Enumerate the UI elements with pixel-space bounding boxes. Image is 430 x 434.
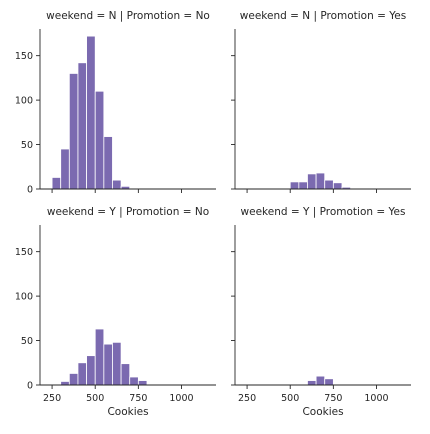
panel-title: weekend = N | Promotion = Yes	[240, 10, 406, 22]
y-tick-label: 0	[27, 381, 33, 392]
histogram-bar	[103, 343, 113, 386]
histogram-bar	[60, 148, 70, 190]
histogram-bar	[307, 380, 317, 386]
histogram-bar	[94, 328, 105, 386]
histogram-bar	[77, 62, 87, 190]
histogram-bar	[112, 341, 122, 386]
x-axis-label: Cookies	[302, 406, 343, 418]
histogram-bar	[94, 90, 105, 190]
histogram-bar	[68, 373, 79, 386]
x-tick-label: 250	[238, 393, 256, 404]
histogram-bar	[289, 181, 300, 190]
histogram-bar	[315, 172, 326, 190]
panel-title: weekend = Y | Promotion = No	[47, 206, 209, 218]
histogram-bar	[307, 173, 317, 190]
histogram-bar	[103, 136, 113, 190]
histogram-bar	[60, 381, 70, 386]
x-tick-label: 500	[281, 393, 299, 404]
histogram-bar	[77, 362, 87, 386]
y-tick-label: 100	[15, 292, 33, 303]
histogram-bar	[86, 355, 96, 386]
histogram-bar	[86, 35, 96, 190]
y-tick-label: 150	[15, 51, 33, 62]
x-tick-label: 750	[324, 393, 342, 404]
histogram-bar	[137, 380, 148, 386]
y-tick-label: 100	[15, 96, 33, 107]
x-tick-label: 750	[129, 393, 147, 404]
y-tick-label: 50	[21, 140, 33, 151]
histogram-bar	[298, 181, 308, 190]
histogram-bar	[315, 375, 326, 386]
x-tick-label: 1000	[169, 393, 193, 404]
histogram-bar	[68, 73, 79, 190]
y-tick-label: 50	[21, 336, 33, 347]
panel-title: weekend = N | Promotion = No	[46, 10, 210, 22]
panel-title: weekend = Y | Promotion = Yes	[241, 206, 406, 218]
x-tick-label: 250	[43, 393, 61, 404]
histogram-bar	[120, 363, 131, 386]
histogram-bar	[332, 182, 343, 190]
histogram-bar	[324, 179, 334, 190]
histogram-bar	[129, 376, 139, 386]
histogram-bar	[324, 378, 334, 386]
y-tick-label: 150	[15, 247, 33, 258]
x-tick-label: 1000	[364, 393, 388, 404]
x-axis-label: Cookies	[107, 406, 148, 418]
histogram-bar	[51, 177, 62, 190]
y-tick-label: 0	[27, 185, 33, 196]
x-tick-label: 500	[86, 393, 104, 404]
histogram-bar	[112, 179, 122, 190]
